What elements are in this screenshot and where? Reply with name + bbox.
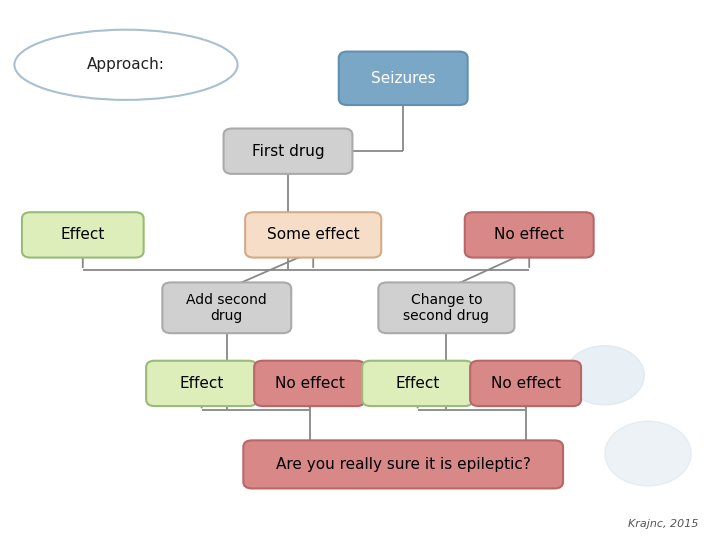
- Circle shape: [605, 421, 691, 486]
- FancyBboxPatch shape: [465, 212, 593, 258]
- Text: No effect: No effect: [274, 376, 345, 391]
- Text: Add second
drug: Add second drug: [186, 293, 267, 323]
- FancyBboxPatch shape: [362, 361, 473, 406]
- FancyBboxPatch shape: [162, 282, 291, 333]
- FancyBboxPatch shape: [339, 51, 468, 105]
- FancyBboxPatch shape: [223, 129, 353, 174]
- Text: Effect: Effect: [179, 376, 224, 391]
- Text: Change to
second drug: Change to second drug: [403, 293, 490, 323]
- FancyBboxPatch shape: [379, 282, 514, 333]
- Text: Seizures: Seizures: [371, 71, 436, 86]
- FancyBboxPatch shape: [254, 361, 365, 406]
- Circle shape: [565, 346, 644, 405]
- FancyBboxPatch shape: [243, 441, 563, 488]
- Text: No effect: No effect: [490, 376, 561, 391]
- FancyBboxPatch shape: [470, 361, 581, 406]
- FancyBboxPatch shape: [146, 361, 257, 406]
- Text: First drug: First drug: [252, 144, 324, 159]
- FancyBboxPatch shape: [245, 212, 382, 258]
- Text: Krajnc, 2015: Krajnc, 2015: [628, 519, 698, 529]
- Text: Effect: Effect: [60, 227, 105, 242]
- Text: Are you really sure it is epileptic?: Are you really sure it is epileptic?: [276, 457, 531, 472]
- Ellipse shape: [14, 30, 238, 100]
- Text: Approach:: Approach:: [87, 57, 165, 72]
- Text: No effect: No effect: [494, 227, 564, 242]
- FancyBboxPatch shape: [22, 212, 143, 258]
- Text: Some effect: Some effect: [267, 227, 359, 242]
- Text: Effect: Effect: [395, 376, 440, 391]
